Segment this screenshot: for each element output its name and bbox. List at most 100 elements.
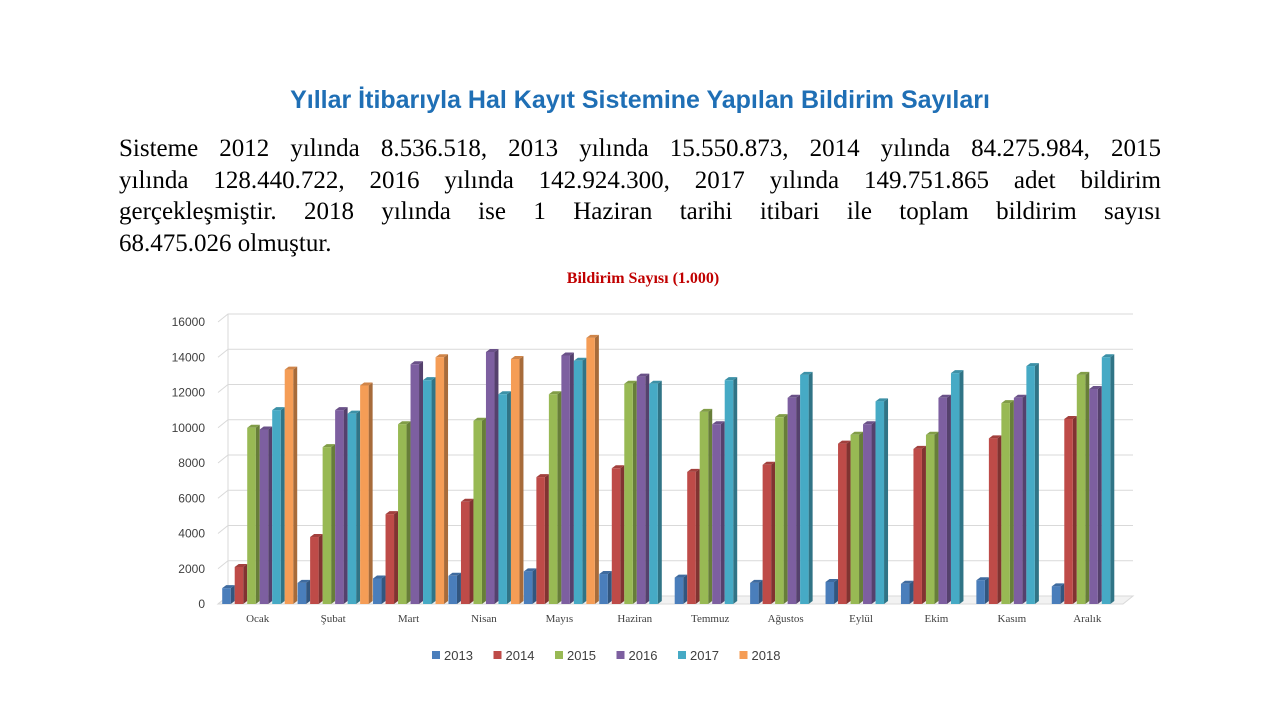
bar-top [385,511,399,515]
legend-swatch [616,651,625,659]
y-tick-label: 8000 [178,456,205,470]
bar-top [850,431,864,435]
x-tick-label: Haziran [617,613,652,625]
bar-side [1034,363,1039,604]
legend-label: 2014 [506,648,535,663]
bar [674,577,684,604]
bar [536,477,545,604]
bar-top [900,580,914,584]
bar-side [1072,415,1077,604]
bar [373,578,382,604]
legend-label: 2015 [567,648,596,663]
x-tick-label: Temmuz [691,613,729,625]
bar-top [1089,385,1102,389]
paragraph-line: Sisteme 2012 yılında 8.536.518, 2013 yıl… [119,135,1161,162]
bar-side [607,571,612,604]
bar-side [657,380,662,604]
bar-side [808,371,813,604]
bar [611,468,621,604]
x-tick-label: Ocak [246,613,270,625]
bar-top [561,352,574,356]
bar [234,566,244,604]
bar-side [758,579,763,604]
bar-top [335,407,348,411]
bar [284,369,294,604]
bar-top [775,414,788,418]
bar-top [498,391,511,395]
bar-side [909,580,914,604]
bar-top [510,356,524,360]
bar [322,447,332,604]
bar-side [268,426,273,604]
bar-top [485,348,499,352]
bar-side [494,348,499,604]
bar [510,359,520,604]
bar-top [423,377,436,381]
slide-title: Yıllar İtibarıyla Hal Kayıt Sistemine Ya… [290,86,990,114]
bar-side [331,444,336,604]
bar-top [950,370,964,374]
bar [649,383,658,604]
x-tick-label: Kasım [998,613,1027,625]
bar-side [884,398,889,604]
bar [1089,388,1098,604]
bar-side [481,417,486,604]
bar [712,424,721,604]
bar-side [419,361,424,604]
x-tick-label: Eylül [849,613,873,625]
bar-side [569,352,574,604]
bar-top [222,585,235,589]
bar-top [284,366,298,370]
bar-top [1026,363,1039,367]
bar-side [280,407,285,604]
bar-top [875,398,889,402]
y-tick-label: 2000 [178,562,205,576]
bar [222,588,231,604]
bar-side [921,445,926,604]
bar-top [611,465,625,469]
bar-side [834,578,839,604]
gridline [217,313,1133,323]
bar-top [373,575,386,579]
y-tick-label: 14000 [172,350,206,364]
bar [750,582,759,604]
bar [1026,366,1035,604]
bar-top [800,371,813,375]
legend-swatch [555,651,563,659]
bar [347,413,357,604]
bar-top [925,431,939,435]
bar-top [398,421,411,425]
bar-side [293,366,298,604]
bar-top [649,380,662,384]
bar-side [733,377,738,604]
bar-top [259,426,273,430]
bar-top [536,474,549,478]
bar [398,424,407,604]
bar-top [938,394,951,398]
bar-top [1101,354,1115,358]
bar-top [573,357,587,361]
bar [925,434,935,604]
bar-top [548,391,562,395]
bar-side [632,380,637,604]
bar [335,410,344,604]
bar [573,360,583,604]
bar-side [1009,400,1014,604]
bar-top [636,373,650,377]
x-tick-label: Ağustos [768,613,804,625]
bar-top [1051,583,1065,587]
y-tick-label: 10000 [172,421,206,435]
y-tick-label: 4000 [178,527,205,541]
legend-label: 2018 [752,648,781,663]
bar-top [750,579,763,583]
bar [762,464,772,604]
bar-top [1001,400,1014,404]
bar [699,411,709,604]
bar [485,351,495,604]
bar-top [787,394,801,398]
x-tick-label: Aralık [1073,613,1102,625]
bar [460,501,470,604]
bar-side [796,394,801,604]
x-tick-label: Mayıs [546,613,574,625]
